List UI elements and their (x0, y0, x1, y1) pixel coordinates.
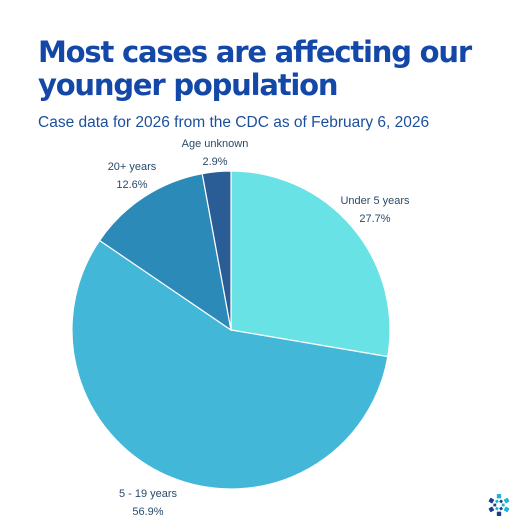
slice-value-20-years: 12.6% (116, 179, 147, 191)
chart-subtitle: Case data for 2026 from the CDC as of Fe… (38, 114, 430, 131)
slice-label-under-5-years: Under 5 years (340, 195, 410, 207)
slice-label-20-years: 20+ years (108, 161, 157, 173)
chart-title: Most cases are affecting our younger pop… (38, 35, 472, 102)
flower-logo-icon (488, 494, 510, 516)
pie-slice-5-19-years (71, 239, 389, 490)
slice-value-age-unknown: 2.9% (202, 156, 227, 168)
slice-value-under-5-years: 27.7% (359, 213, 390, 225)
slice-value-5-19-years: 56.9% (132, 506, 163, 518)
pie-slice-under-5-years (230, 170, 391, 358)
slice-label-5-19-years: 5 - 19 years (119, 488, 178, 500)
slice-label-age-unknown: Age unknown (182, 138, 249, 150)
pie-slice-20-years (98, 172, 232, 332)
pie-slice-age-unknown (201, 170, 232, 331)
